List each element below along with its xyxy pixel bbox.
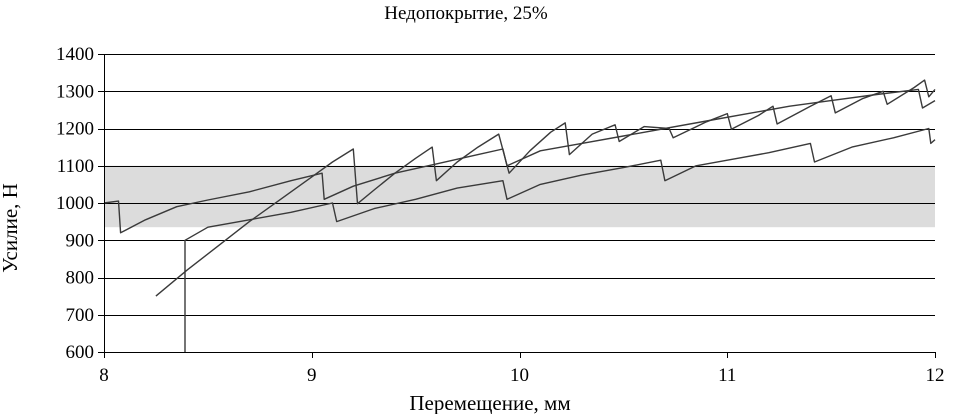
x-tick-label-10: 10: [510, 365, 529, 386]
y-axis-label: Усилие, Н: [0, 183, 22, 273]
x-tick-label-9: 9: [307, 365, 317, 386]
gridlines: [104, 54, 935, 316]
y-tick-label-800: 800: [66, 268, 95, 289]
axes: [98, 54, 936, 358]
series-line-3: [184, 127, 936, 352]
y-tick-label-1200: 1200: [56, 119, 94, 140]
shaded-band: [104, 165, 935, 228]
y-tick-label-1300: 1300: [56, 81, 94, 102]
series-lines: [103, 79, 936, 352]
x-tick-label-11: 11: [718, 365, 736, 386]
y-tick-label-600: 600: [66, 342, 95, 363]
shaded-band-layer: [104, 165, 935, 228]
y-tick-label-900: 900: [66, 230, 95, 251]
y-tick-label-1100: 1100: [57, 156, 94, 177]
y-tick-label-700: 700: [66, 305, 95, 326]
x-tick-label-12: 12: [926, 365, 945, 386]
series-line-1: [103, 88, 936, 234]
y-tick-label-1000: 1000: [56, 193, 94, 214]
x-tick-label-8: 8: [99, 365, 109, 386]
tick-labels: 600 700 800 900 1000 1100 1200 1300 1400 8 9 10 11 12: [56, 44, 945, 386]
y-tick-label-1400: 1400: [56, 44, 94, 65]
chart-title: Недопокрытие, 25%: [384, 3, 548, 24]
x-axis-label: Перемещение, мм: [409, 391, 570, 414]
series-line-2: [155, 79, 936, 297]
